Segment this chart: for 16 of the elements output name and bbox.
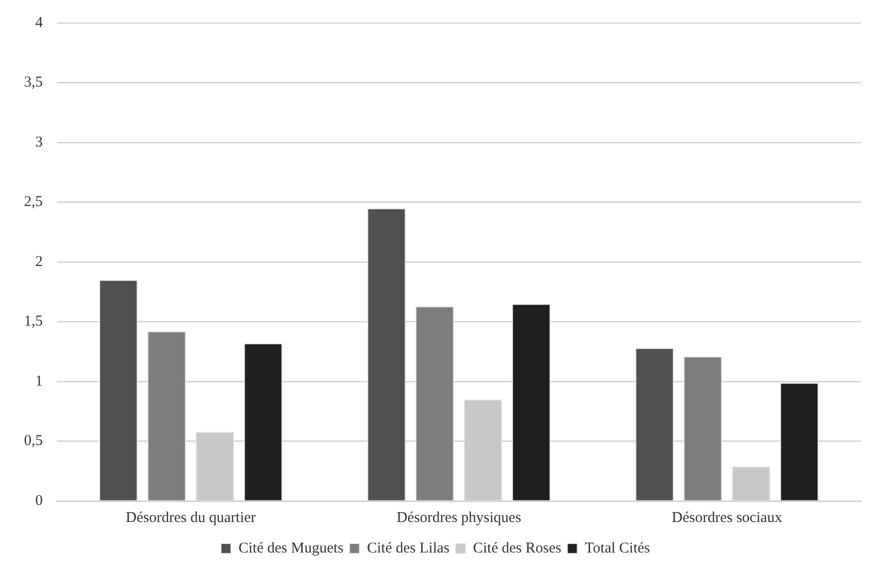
y-tick-label: 0: [35, 492, 43, 509]
legend-label: Cité des Muguets: [238, 540, 344, 556]
y-tick-label: 0,5: [24, 433, 43, 450]
legend-label: Cité des Lilas: [366, 540, 450, 556]
legend-label: Cité des Roses: [472, 540, 562, 556]
y-tick-label: 4: [35, 14, 44, 31]
x-tick-label: Désordres physiques: [396, 510, 522, 526]
y-tick-label: 1: [35, 373, 43, 390]
y-tick-label: 3: [35, 134, 43, 150]
y-tick-label: 2: [35, 254, 43, 270]
x-tick-label: Désordres sociaux: [672, 510, 783, 526]
x-tick-label: Désordres du quartier: [126, 510, 256, 526]
y-tick-label: 3,5: [24, 74, 43, 91]
y-tick-label: 2,5: [24, 194, 43, 210]
legend-label: Total Cités: [584, 540, 650, 556]
y-tick-label: 1,5: [24, 314, 43, 330]
